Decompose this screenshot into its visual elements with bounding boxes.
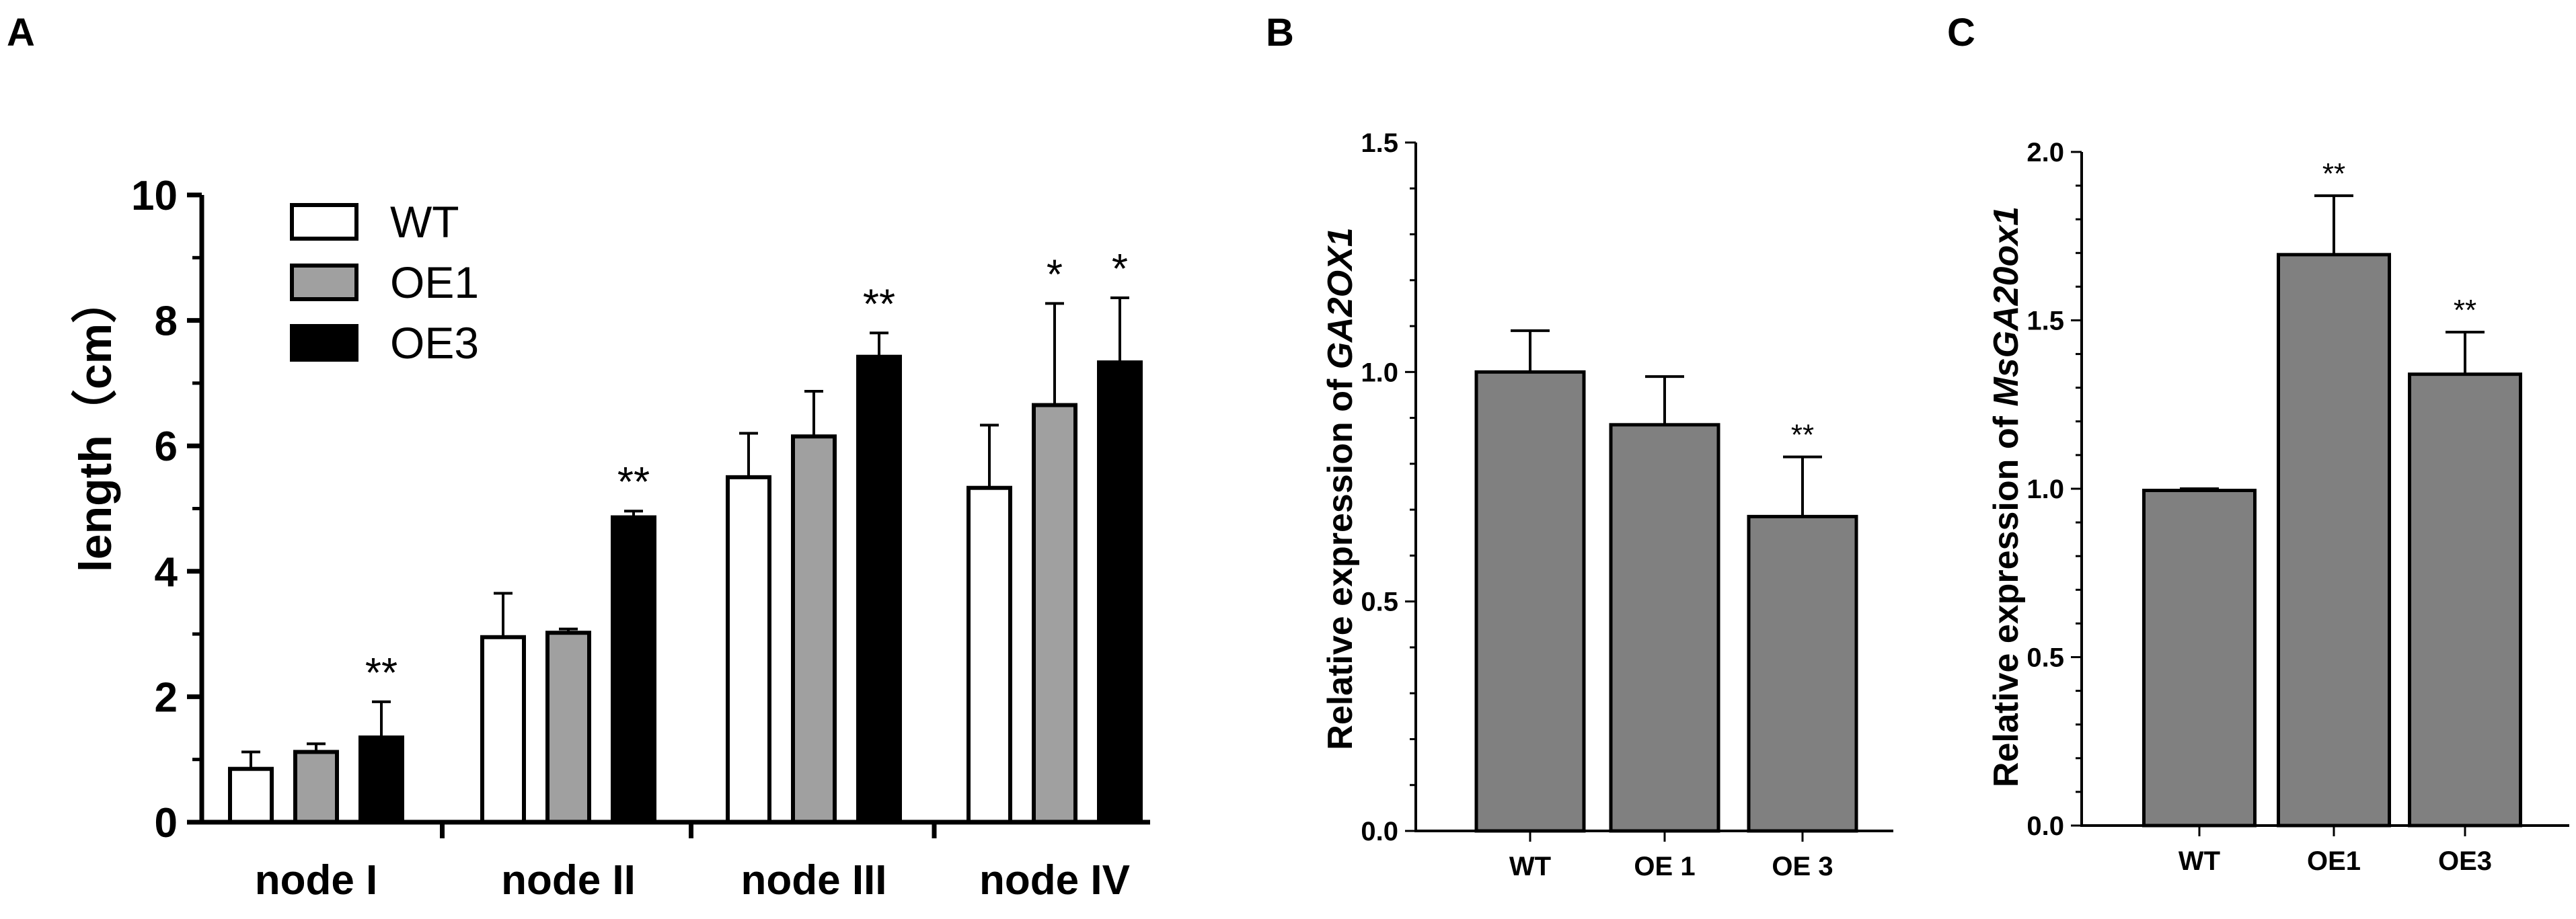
x-label-a-3: node IV xyxy=(979,857,1130,904)
legend-a: WT OE1 OE3 xyxy=(290,197,479,368)
significance-mark-a-3: * xyxy=(1047,251,1063,298)
y-axis-ticks-c: 0.0 0.5 1.0 1.5 2.0 xyxy=(2026,138,2082,841)
axes-c xyxy=(2080,152,2569,827)
bar-c-2 xyxy=(2408,372,2522,828)
significance-mark-a-4: * xyxy=(1112,246,1128,292)
y-axis-title-b-gene: GA2OX1 xyxy=(1321,227,1360,369)
y-tick-label-a-1: 2 xyxy=(155,674,178,721)
legend-swatch-oe3 xyxy=(290,324,358,362)
significance-mark-b-0: ** xyxy=(1791,419,1814,452)
bar-a-2-2 xyxy=(856,354,902,824)
chart-panel-b: 0.0 0.5 1.0 1.5 WT OE 1 OE 3 ** Relative expr… xyxy=(1321,128,1893,881)
bar-a-0-2 xyxy=(358,735,404,825)
bar-b-1 xyxy=(1609,423,1720,833)
bar-a-3-1 xyxy=(1032,403,1077,824)
bar-a-3-0 xyxy=(967,485,1012,824)
bar-c-0 xyxy=(2142,489,2257,828)
y-axis-title-c-gene: MsGA20ox1 xyxy=(1987,206,2026,407)
y-axis-title-b: Relative expression of GA2OX1 xyxy=(1321,227,1360,750)
x-label-b-0: WT xyxy=(1509,852,1551,881)
significance-marks-b: ** xyxy=(1791,419,1814,452)
y-tick-label-c-1: 0.5 xyxy=(2026,643,2064,673)
x-label-a-0: node I xyxy=(255,857,378,904)
panel-letter-b: B xyxy=(1266,11,1294,54)
bar-a-0-1 xyxy=(293,750,339,825)
significance-mark-a-1: ** xyxy=(617,459,650,506)
y-tick-label-b-2: 1.0 xyxy=(1361,358,1398,387)
bar-a-1-2 xyxy=(611,515,656,824)
legend-label-wt: WT xyxy=(390,197,459,247)
bars-b xyxy=(1474,329,1858,833)
y-tick-label-a-5: 10 xyxy=(131,173,178,219)
y-tick-label-a-3: 6 xyxy=(155,424,178,470)
bar-a-0-0 xyxy=(228,766,274,824)
x-axis-labels-b: WT OE 1 OE 3 xyxy=(1509,831,1833,881)
legend-swatch-oe1 xyxy=(290,264,358,301)
significance-mark-a-0: ** xyxy=(365,650,397,696)
x-label-a-1: node II xyxy=(501,857,636,904)
y-tick-label-a-2: 4 xyxy=(155,549,178,596)
bar-b-2 xyxy=(1747,514,1858,833)
y-tick-label-b-1: 0.5 xyxy=(1361,588,1398,617)
y-axis-title-c: Relative expression of MsGA20ox1 xyxy=(1987,206,2026,787)
panel-letter-c: C xyxy=(1947,11,1975,54)
significance-mark-a-2: ** xyxy=(863,281,895,327)
y-axis-title-c-prefix: Relative expression of xyxy=(1987,407,2026,787)
y-axis-ticks-b: 0.0 0.5 1.0 1.5 xyxy=(1361,128,1416,846)
y-tick-label-a-0: 0 xyxy=(155,800,178,846)
bar-a-2-1 xyxy=(791,434,837,824)
significance-marks-c: ** ** xyxy=(2322,157,2476,327)
y-tick-label-b-0: 0.0 xyxy=(1361,817,1398,846)
bar-a-3-2 xyxy=(1097,360,1143,824)
legend-label-oe1: OE1 xyxy=(390,257,479,307)
y-tick-label-c-2: 1.0 xyxy=(2026,475,2064,504)
bar-a-2-0 xyxy=(726,475,771,824)
x-label-c-1: OE1 xyxy=(2307,846,2361,876)
bars-a xyxy=(228,296,1143,825)
x-label-b-1: OE 1 xyxy=(1634,852,1695,881)
chart-panel-c: 0.0 0.5 1.0 1.5 2.0 WT OE1 OE3 ** ** Relative e… xyxy=(1987,138,2569,876)
x-label-b-2: OE 3 xyxy=(1772,852,1833,881)
legend-label-oe3: OE3 xyxy=(390,318,479,368)
axes-a xyxy=(199,195,1150,825)
bars-c xyxy=(2142,194,2522,828)
legend-swatch-wt xyxy=(290,203,358,241)
bar-a-1-1 xyxy=(545,631,591,824)
x-axis-labels-a: node I node II node III node IV xyxy=(255,822,1130,904)
bar-b-0 xyxy=(1474,370,1586,833)
significance-marks-a: ******* * xyxy=(365,246,1128,696)
axes-b xyxy=(1414,143,1893,832)
y-axis-title-a: length（cm） xyxy=(70,278,121,572)
x-label-c-0: WT xyxy=(2179,846,2220,876)
x-label-c-2: OE3 xyxy=(2438,846,2492,876)
panel-letter-a: A xyxy=(7,11,35,54)
x-axis-labels-c: WT OE1 OE3 xyxy=(2179,826,2492,876)
significance-mark-c-1: ** xyxy=(2454,294,2476,327)
y-tick-label-a-4: 8 xyxy=(155,298,178,345)
bar-c-1 xyxy=(2277,253,2391,828)
x-label-a-2: node III xyxy=(741,857,887,904)
bar-a-1-0 xyxy=(480,635,526,824)
y-tick-label-c-3: 1.5 xyxy=(2026,307,2064,336)
y-axis-ticks-a: 0 2 4 6 8 10 xyxy=(131,173,202,846)
y-tick-label-c-4: 2.0 xyxy=(2026,138,2064,167)
y-tick-label-b-3: 1.5 xyxy=(1361,128,1398,158)
y-tick-label-c-0: 0.0 xyxy=(2026,811,2064,841)
significance-mark-c-0: ** xyxy=(2322,157,2345,190)
y-axis-title-b-prefix: Relative expression of xyxy=(1321,369,1360,750)
